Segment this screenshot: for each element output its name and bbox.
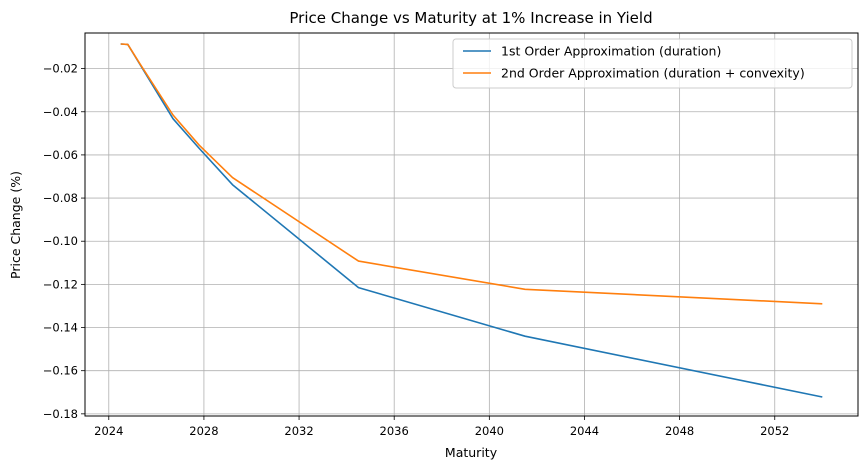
x-tick-label: 2048 <box>665 424 694 438</box>
legend-label-2nd-order: 2nd Order Approximation (duration + conv… <box>501 66 805 81</box>
y-tick-label: −0.04 <box>43 105 78 119</box>
y-tick-label: −0.08 <box>43 191 78 205</box>
x-tick-label: 2036 <box>380 424 409 438</box>
grid <box>85 33 858 416</box>
series-lines <box>121 44 823 397</box>
legend-label-1st-order: 1st Order Approximation (duration) <box>501 44 721 59</box>
x-tick-label: 2044 <box>570 424 599 438</box>
plot-frame <box>85 33 858 416</box>
y-tick-label: −0.10 <box>43 234 78 248</box>
y-tick-label: −0.18 <box>43 407 78 421</box>
y-axis-ticks: −0.18 −0.16 −0.14 −0.12 −0.10 −0.08 −0.06 −0.04… <box>43 62 85 421</box>
x-tick-label: 2052 <box>760 424 789 438</box>
y-tick-label: −0.06 <box>43 148 78 162</box>
x-tick-label: 2024 <box>94 424 123 438</box>
y-tick-label: −0.16 <box>43 364 78 378</box>
x-tick-label: 2040 <box>475 424 504 438</box>
chart-title: Price Change vs Maturity at 1% Increase … <box>289 9 652 27</box>
series-line-1st-order <box>121 44 823 397</box>
y-axis-label: Price Change (%) <box>8 171 23 279</box>
x-axis-label: Maturity <box>445 445 498 460</box>
x-tick-label: 2028 <box>189 424 218 438</box>
x-axis-ticks: 2024 2028 2032 2036 2040 2044 2048 2052 <box>94 416 789 438</box>
y-tick-label: −0.14 <box>43 321 78 335</box>
legend: 1st Order Approximation (duration) 2nd O… <box>453 39 852 88</box>
y-tick-label: −0.12 <box>43 277 78 291</box>
y-tick-label: −0.02 <box>43 62 78 76</box>
x-tick-label: 2032 <box>284 424 313 438</box>
